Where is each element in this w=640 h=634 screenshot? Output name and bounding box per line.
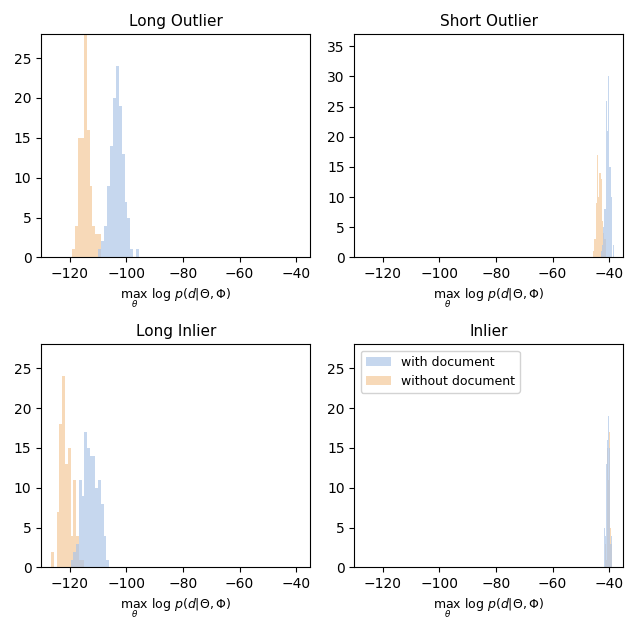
Bar	[93, 456, 95, 567]
Bar	[95, 488, 98, 567]
Bar	[72, 249, 75, 257]
Legend: with document, without document: with document, without document	[360, 351, 520, 393]
Bar	[604, 209, 605, 257]
X-axis label: $\underset{\theta}{\max}$ log $p(d|\Theta, \Phi)$: $\underset{\theta}{\max}$ log $p(d|\Thet…	[120, 287, 231, 310]
Bar	[602, 221, 603, 257]
Bar	[604, 527, 605, 567]
Bar	[99, 233, 101, 257]
Bar	[78, 138, 81, 257]
Bar	[79, 560, 81, 567]
Bar	[101, 504, 104, 567]
Bar	[74, 552, 76, 567]
Bar	[90, 456, 93, 567]
Bar	[107, 186, 110, 257]
Bar	[125, 202, 127, 257]
Bar	[110, 146, 113, 257]
Bar	[607, 448, 608, 567]
Bar	[595, 240, 596, 257]
Bar	[604, 240, 605, 257]
Bar	[131, 249, 133, 257]
Bar	[75, 226, 78, 257]
Bar	[599, 173, 600, 257]
Bar	[98, 480, 101, 567]
Bar	[118, 106, 122, 257]
Title: Short Outlier: Short Outlier	[440, 14, 538, 29]
Bar	[596, 203, 597, 257]
Bar	[106, 560, 109, 567]
Bar	[84, 18, 86, 257]
Bar	[122, 154, 125, 257]
Bar	[99, 249, 101, 257]
Bar	[611, 543, 612, 567]
Bar	[600, 252, 602, 257]
Bar	[81, 138, 84, 257]
X-axis label: $\underset{\theta}{\max}$ log $p(d|\Theta, \Phi)$: $\underset{\theta}{\max}$ log $p(d|\Thet…	[120, 597, 231, 620]
Bar	[610, 432, 611, 567]
Bar	[606, 464, 607, 567]
Bar	[65, 464, 68, 567]
Bar	[605, 101, 607, 257]
Bar	[104, 226, 107, 257]
Bar	[127, 217, 131, 257]
Bar	[603, 233, 604, 257]
Bar	[597, 155, 598, 257]
Bar	[60, 424, 62, 567]
Bar	[74, 480, 76, 567]
Bar	[611, 197, 612, 257]
Bar	[79, 480, 81, 567]
Bar	[76, 543, 79, 567]
Bar	[613, 245, 614, 257]
Title: Long Outlier: Long Outlier	[129, 14, 223, 29]
Bar	[611, 536, 612, 567]
Bar	[76, 536, 79, 567]
Bar	[600, 179, 602, 257]
Bar	[51, 552, 54, 567]
Bar	[70, 560, 74, 567]
Bar	[104, 536, 106, 567]
Bar	[598, 197, 599, 257]
Bar	[68, 448, 70, 567]
X-axis label: $\underset{\theta}{\max}$ log $p(d|\Theta, \Phi)$: $\underset{\theta}{\max}$ log $p(d|\Thet…	[433, 597, 545, 620]
Bar	[602, 245, 603, 257]
Bar	[593, 252, 595, 257]
Bar	[609, 167, 611, 257]
Bar	[607, 131, 608, 257]
Bar	[86, 130, 90, 257]
Bar	[92, 226, 95, 257]
Bar	[57, 512, 60, 567]
Bar	[608, 416, 609, 567]
Bar	[606, 560, 607, 567]
Bar	[81, 496, 84, 567]
Bar	[84, 432, 87, 567]
Bar	[609, 448, 610, 567]
Bar	[136, 249, 139, 257]
Bar	[608, 77, 609, 257]
X-axis label: $\underset{\theta}{\max}$ log $p(d|\Theta, \Phi)$: $\underset{\theta}{\max}$ log $p(d|\Thet…	[433, 287, 545, 310]
Bar	[607, 440, 608, 567]
Bar	[95, 233, 99, 257]
Bar	[113, 98, 116, 257]
Title: Long Inlier: Long Inlier	[136, 324, 216, 339]
Bar	[605, 536, 606, 567]
Bar	[609, 432, 610, 567]
Title: Inlier: Inlier	[470, 324, 508, 339]
Bar	[81, 560, 84, 567]
Bar	[603, 227, 604, 257]
Bar	[101, 242, 104, 257]
Bar	[70, 536, 74, 567]
Bar	[87, 448, 90, 567]
Bar	[116, 66, 118, 257]
Bar	[608, 480, 609, 567]
Bar	[610, 472, 611, 567]
Bar	[90, 186, 92, 257]
Bar	[605, 543, 606, 567]
Bar	[62, 376, 65, 567]
